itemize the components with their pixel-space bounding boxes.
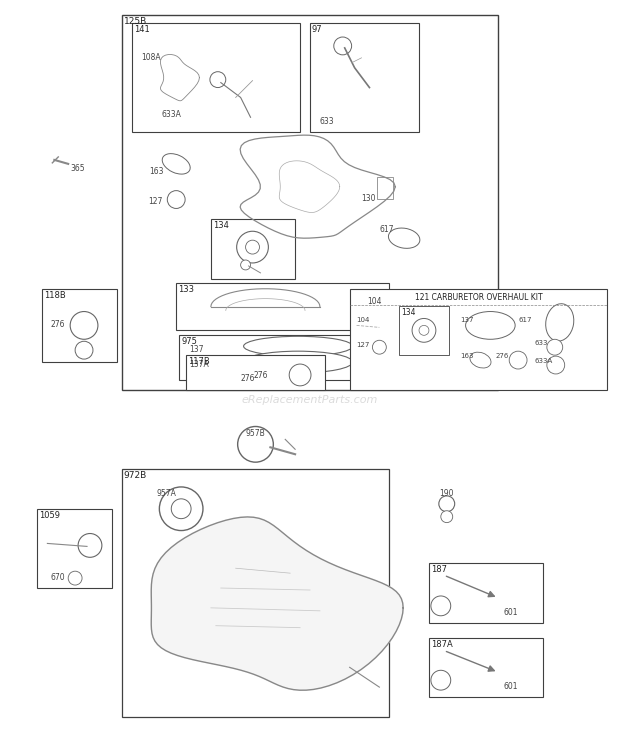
Bar bbox=[179, 335, 384, 380]
Text: 276: 276 bbox=[254, 371, 268, 380]
Bar bbox=[310, 23, 419, 132]
Bar bbox=[429, 638, 543, 697]
Text: 137: 137 bbox=[189, 346, 203, 354]
Circle shape bbox=[431, 670, 451, 690]
Polygon shape bbox=[151, 517, 403, 690]
Circle shape bbox=[509, 352, 527, 369]
Bar bbox=[122, 16, 498, 390]
Text: 617: 617 bbox=[379, 225, 394, 235]
Text: eReplacementParts.com: eReplacementParts.com bbox=[242, 394, 378, 405]
Text: 670: 670 bbox=[50, 574, 65, 582]
Text: 104: 104 bbox=[368, 297, 382, 306]
Text: 633A: 633A bbox=[535, 358, 553, 364]
Text: 957B: 957B bbox=[246, 429, 265, 439]
Circle shape bbox=[412, 318, 436, 343]
Ellipse shape bbox=[546, 303, 574, 341]
Text: 633: 633 bbox=[535, 340, 549, 346]
Text: 190: 190 bbox=[439, 489, 453, 498]
Text: 97: 97 bbox=[312, 25, 322, 34]
Ellipse shape bbox=[162, 154, 190, 174]
Text: 617: 617 bbox=[518, 317, 531, 323]
Text: 134: 134 bbox=[401, 308, 415, 317]
Circle shape bbox=[167, 191, 185, 209]
Circle shape bbox=[70, 312, 98, 339]
Circle shape bbox=[78, 534, 102, 557]
Ellipse shape bbox=[389, 228, 420, 249]
Bar bbox=[176, 283, 389, 330]
Circle shape bbox=[262, 367, 279, 385]
Text: 141: 141 bbox=[133, 25, 149, 34]
Bar bbox=[186, 355, 325, 390]
Text: 134: 134 bbox=[213, 221, 229, 230]
Text: 1059: 1059 bbox=[40, 511, 60, 519]
Bar bbox=[37, 508, 112, 588]
Text: 276: 276 bbox=[495, 353, 508, 359]
Circle shape bbox=[334, 37, 352, 55]
Circle shape bbox=[547, 339, 563, 355]
Circle shape bbox=[441, 511, 453, 522]
Bar bbox=[378, 177, 393, 198]
Circle shape bbox=[373, 340, 386, 354]
Circle shape bbox=[171, 499, 191, 519]
Bar bbox=[429, 563, 543, 623]
Text: 187: 187 bbox=[431, 565, 447, 574]
Circle shape bbox=[241, 260, 250, 270]
Text: 187A: 187A bbox=[431, 639, 453, 648]
Circle shape bbox=[237, 232, 268, 263]
Text: 365: 365 bbox=[70, 164, 85, 173]
Text: 163: 163 bbox=[461, 353, 474, 359]
Bar bbox=[211, 219, 295, 279]
Text: 601: 601 bbox=[503, 608, 518, 617]
Circle shape bbox=[68, 571, 82, 585]
Text: 975: 975 bbox=[181, 337, 197, 346]
Bar bbox=[399, 306, 449, 355]
Circle shape bbox=[75, 341, 93, 359]
Text: 108A: 108A bbox=[141, 53, 161, 62]
Circle shape bbox=[159, 487, 203, 531]
Text: 601: 601 bbox=[503, 682, 518, 691]
Text: 121 CARBURETOR OVERHAUL KIT: 121 CARBURETOR OVERHAUL KIT bbox=[415, 293, 542, 302]
Circle shape bbox=[246, 240, 259, 254]
Text: 633A: 633A bbox=[161, 110, 181, 119]
Text: 104: 104 bbox=[356, 317, 370, 323]
Text: 130: 130 bbox=[361, 194, 376, 203]
Ellipse shape bbox=[380, 299, 398, 311]
Text: 127: 127 bbox=[148, 197, 163, 206]
Ellipse shape bbox=[470, 352, 491, 368]
Text: 127: 127 bbox=[356, 343, 370, 349]
Circle shape bbox=[547, 356, 565, 374]
Circle shape bbox=[439, 496, 454, 512]
Text: 117B: 117B bbox=[188, 357, 210, 366]
Text: 125B: 125B bbox=[123, 17, 147, 26]
Circle shape bbox=[289, 364, 311, 386]
Circle shape bbox=[237, 426, 273, 462]
Text: 163: 163 bbox=[149, 166, 164, 176]
Bar bbox=[350, 289, 608, 390]
Bar bbox=[131, 23, 300, 132]
Circle shape bbox=[210, 72, 226, 87]
Text: 276: 276 bbox=[50, 320, 65, 329]
Text: 957A: 957A bbox=[156, 489, 176, 498]
Ellipse shape bbox=[466, 312, 515, 339]
Text: 118B: 118B bbox=[45, 291, 66, 300]
Circle shape bbox=[419, 326, 429, 335]
Text: 972B: 972B bbox=[123, 471, 147, 480]
Bar bbox=[42, 289, 117, 362]
Text: 276: 276 bbox=[241, 374, 255, 383]
Text: 137A: 137A bbox=[189, 360, 209, 369]
Ellipse shape bbox=[244, 336, 353, 356]
Circle shape bbox=[431, 596, 451, 616]
Text: 133: 133 bbox=[178, 285, 194, 294]
Text: 137: 137 bbox=[461, 317, 474, 323]
Ellipse shape bbox=[244, 352, 353, 373]
Bar bbox=[122, 469, 389, 717]
Text: 633: 633 bbox=[320, 117, 335, 127]
